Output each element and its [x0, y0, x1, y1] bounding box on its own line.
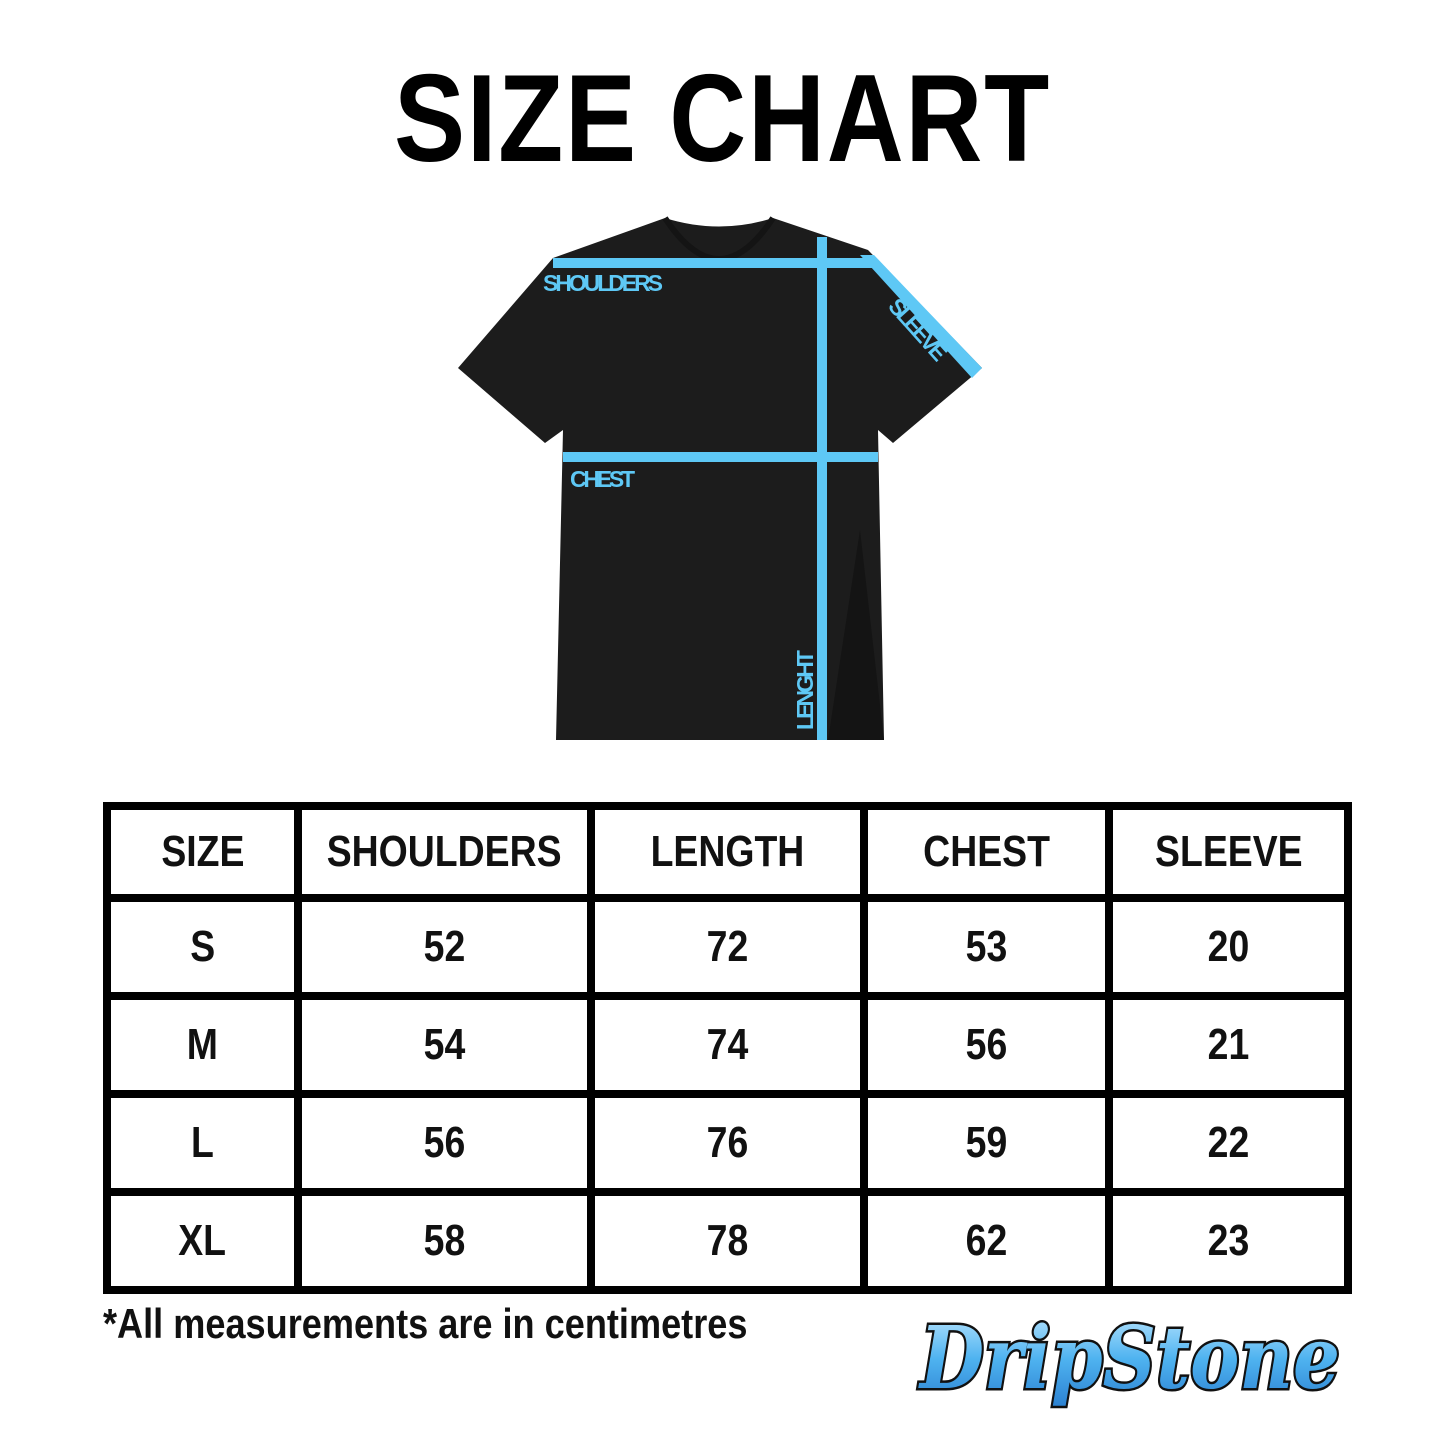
sleeve-line [860, 255, 982, 378]
header-size: SIZE [103, 802, 302, 902]
cell-size: L [103, 1090, 302, 1196]
header-shoulders: SHOULDERS [294, 802, 595, 902]
header-sleeve: SLEEVE [1105, 802, 1352, 902]
cell-size: S [103, 894, 302, 1000]
cell-chest: 59 [860, 1090, 1113, 1196]
table-row: M 54 74 56 21 [103, 992, 1352, 1098]
table-row: XL 58 78 62 23 [103, 1188, 1352, 1294]
dripstone-logo: DripStone [915, 1306, 1343, 1412]
cell-shoulders: 54 [294, 992, 595, 1098]
page-title: SIZE CHART [393, 50, 1052, 188]
cell-length: 78 [587, 1188, 868, 1294]
cell-sleeve: 21 [1105, 992, 1352, 1098]
cell-chest: 53 [860, 894, 1113, 1000]
cell-length: 72 [587, 894, 868, 1000]
cell-size: XL [103, 1188, 302, 1294]
table-header-row: SIZE SHOULDERS LENGTH CHEST SLEEVE [103, 802, 1352, 902]
cell-sleeve: 22 [1105, 1090, 1352, 1196]
cell-sleeve: 20 [1105, 894, 1352, 1000]
table-row: S 52 72 53 20 [103, 894, 1352, 1000]
length-line [817, 237, 827, 740]
logo-text: DripStone [917, 1308, 1340, 1409]
header-chest: CHEST [860, 802, 1113, 902]
cell-shoulders: 52 [294, 894, 595, 1000]
measurement-note: *All measurements are in centimetres [103, 1300, 748, 1347]
shoulders-label: SHOULDERS [543, 270, 663, 296]
table-row: L 56 76 59 22 [103, 1090, 1352, 1196]
cell-length: 76 [587, 1090, 868, 1196]
header-length: LENGTH [587, 802, 868, 902]
chest-label: CHEST [570, 466, 635, 492]
chest-line [563, 452, 878, 462]
size-table: SIZE SHOULDERS LENGTH CHEST SLEEVE S 52 … [103, 802, 1352, 1294]
tshirt-shadow [828, 530, 884, 740]
cell-length: 74 [587, 992, 868, 1098]
tshirt-diagram: SHOULDERS CHEST SLEEVE LENGHT [458, 216, 982, 740]
cell-shoulders: 56 [294, 1090, 595, 1196]
cell-chest: 62 [860, 1188, 1113, 1294]
cell-chest: 56 [860, 992, 1113, 1098]
cell-shoulders: 58 [294, 1188, 595, 1294]
cell-sleeve: 23 [1105, 1188, 1352, 1294]
cell-size: M [103, 992, 302, 1098]
length-label: LENGHT [792, 650, 818, 730]
shoulders-line [553, 258, 875, 268]
